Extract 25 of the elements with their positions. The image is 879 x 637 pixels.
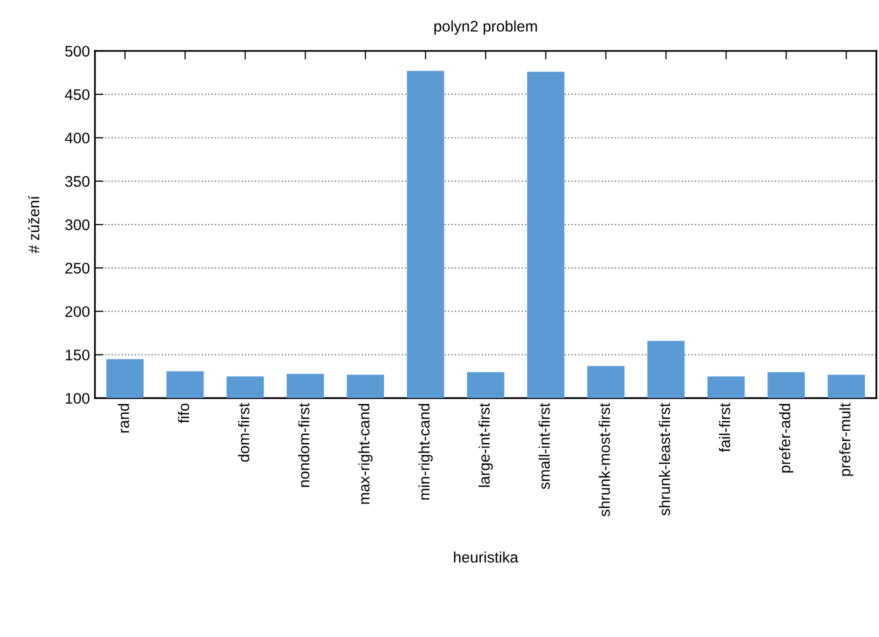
x-tick-label: fifo (178, 404, 190, 424)
y-tick-label: 350 (65, 176, 90, 187)
y-axis-title: # zúžení (28, 196, 40, 254)
chart-title: polyn2 problem (434, 20, 537, 35)
y-tick-label: 200 (65, 306, 90, 318)
x-tick-label: prefer-mult (839, 403, 854, 476)
x-axis-title: heuristika (454, 551, 518, 563)
x-tick-label: max-right-cand (358, 404, 373, 504)
x-tick-label: dom-first (238, 403, 250, 462)
y-tick-label: 300 (65, 219, 90, 230)
x-tick-label: large-int-first (478, 403, 493, 487)
y-tick-label: 500 (65, 46, 90, 57)
x-tick-label: nondom-first (298, 403, 310, 487)
y-tick-label: 400 (64, 132, 90, 144)
x-tick-label: rand (118, 404, 130, 433)
x-tick-label: prefer-add (779, 404, 794, 472)
x-tick-label: shrunk-most-first (598, 403, 610, 516)
y-tick-label: 250 (65, 262, 90, 274)
x-tick-label: small-int-first (538, 403, 550, 490)
y-tick-label: 450 (64, 89, 90, 100)
x-tick-label: fail-first (718, 403, 730, 452)
y-tick-label: 100 (66, 392, 90, 404)
x-tick-label: min-right-cand (418, 404, 433, 500)
x-tick-label: shrunk-least-first (658, 403, 670, 516)
y-tick-label: 150 (66, 350, 90, 360)
